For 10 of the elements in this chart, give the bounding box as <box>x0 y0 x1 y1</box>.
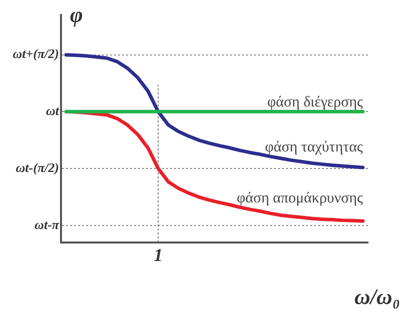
series-label: φάση διέγερσης <box>267 94 363 111</box>
series-label: φάση ταχύτητας <box>265 140 363 156</box>
y-axis-title: φ <box>70 2 83 28</box>
x-axis-title: ω/ω₀ <box>354 284 400 310</box>
x-tick-label: 1 <box>154 244 163 265</box>
y-tick-label: ωt <box>46 103 60 118</box>
y-tick-label: ωt-(π/2) <box>16 160 59 175</box>
y-tick-label: ωt+(π/2) <box>12 46 59 62</box>
y-tick-label: ωt-π <box>34 216 60 232</box>
series-label: φάση απομάκρυνσης <box>236 190 363 206</box>
